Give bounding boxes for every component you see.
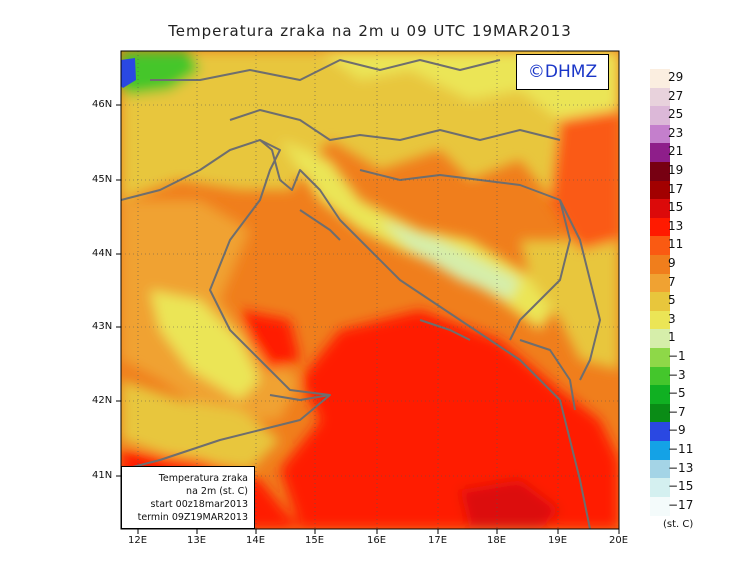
info-line-variable: Temperatura zraka (158, 473, 248, 484)
colorbar-label: 3 (668, 311, 676, 326)
colorbar-label: −13 (668, 460, 694, 475)
colorbar-label: 19 (668, 163, 684, 177)
colorbar-swatch (650, 162, 670, 182)
colorbar-swatch (650, 385, 670, 405)
colorbar-label: −11 (668, 442, 694, 456)
colorbar-swatch (650, 422, 670, 442)
colorbar-label: −7 (668, 404, 686, 419)
colorbar-swatch (650, 69, 670, 89)
colorbar-label: −5 (668, 386, 686, 401)
colorbar-swatch (650, 403, 670, 423)
lon-label-12e: 12E (128, 535, 148, 546)
colorbar-swatch (650, 143, 670, 163)
colorbar-label: −17 (668, 497, 694, 512)
coastline-albania (559, 399, 591, 529)
colorbar-label: 13 (668, 218, 684, 233)
info-line-start: start 00z18mar2013 (150, 499, 248, 510)
colorbar-swatch (650, 329, 670, 349)
zone-east-yellow (520, 240, 619, 370)
colorbar-units: (st. C) (663, 519, 694, 530)
colorbar-label: 25 (668, 107, 684, 122)
colorbar-label: 1 (668, 330, 676, 345)
colorbar-swatch (650, 106, 670, 126)
zone-italy-orange (121, 200, 300, 420)
colorbar-label: 21 (668, 144, 684, 159)
coastline-gargano (269, 394, 331, 401)
colorbar-swatch (650, 180, 670, 200)
map-frame (120, 50, 620, 530)
info-line-units: na 2m (st. C) (186, 486, 248, 497)
zone-dark-red (460, 480, 560, 529)
lon-label-20e: 20E (609, 535, 629, 546)
zone-blue-nw (121, 58, 136, 88)
lon-label-18e: 18E (487, 535, 507, 546)
lat-label-42n: 42N (92, 395, 113, 406)
colorbar-swatch (650, 348, 670, 368)
border-serbia (559, 199, 601, 381)
copyright-badge: ©DHMZ (516, 54, 609, 90)
colorbar-swatch (650, 292, 670, 312)
colorbar-label: −3 (668, 367, 686, 382)
colorbar-swatch (650, 441, 670, 461)
lon-label-15e: 15E (305, 535, 325, 546)
colorbar-label: −9 (668, 423, 686, 438)
border-montenegro (519, 339, 576, 411)
lon-label-16e: 16E (367, 535, 387, 546)
colorbar-swatch (650, 255, 670, 275)
colorbar-label: 29 (668, 70, 684, 84)
colorbar-swatch (650, 199, 670, 219)
zone-north-light (121, 51, 619, 120)
colorbar-label: 11 (668, 237, 684, 252)
colorbar-label: 9 (668, 256, 676, 270)
colorbar-swatch (650, 236, 670, 256)
colorbar-label: 15 (668, 200, 684, 215)
island-1 (299, 209, 341, 241)
lon-label-14e: 14E (246, 535, 266, 546)
colorbar-swatch (650, 366, 670, 386)
lat-label-44n: 44N (92, 248, 113, 259)
colorbar-swatch (650, 478, 670, 498)
island-2 (419, 319, 471, 341)
coastline-italy (121, 139, 331, 471)
coastline-istria (259, 139, 561, 401)
colorbar-label: 23 (668, 125, 684, 140)
info-line-termin: termin 09Z19MAR2013 (137, 512, 248, 523)
lat-label-41n: 41N (92, 470, 113, 481)
colorbar-swatch (650, 496, 670, 516)
zone-sea-red-west (240, 310, 300, 370)
lon-label-13e: 13E (187, 535, 207, 546)
zone-bosnia-pale (380, 220, 520, 300)
lat-label-43n: 43N (92, 321, 113, 332)
zone-green-nw (121, 51, 200, 95)
zone-italy-light (150, 290, 260, 400)
info-box: Temperatura zraka na 2m (st. C) start 00… (121, 466, 255, 529)
zone-italy-south-light (121, 380, 280, 470)
lat-label-45n: 45N (92, 174, 113, 185)
colorbar-swatch (650, 124, 670, 144)
border-austria (150, 59, 501, 81)
colorbar-label: 27 (668, 88, 684, 103)
lon-label-17e: 17E (428, 535, 448, 546)
zone-adriatic-red (280, 310, 619, 529)
colorbar-label: −1 (668, 349, 686, 363)
lon-label-19e: 19E (548, 535, 568, 546)
colorbar-label: −15 (668, 479, 694, 494)
colorbar-swatch (650, 87, 670, 107)
lat-label-46n: 46N (92, 99, 113, 110)
colorbar-label: 7 (668, 274, 676, 289)
colorbar-swatch (650, 217, 670, 237)
colorbar-swatch (650, 273, 670, 293)
colorbar-swatch (650, 310, 670, 330)
border-slovenia (229, 109, 561, 141)
map-title: Temperatura zraka na 2m u 09 UTC 19MAR20… (168, 22, 572, 40)
colorbar-swatch (650, 459, 670, 479)
colorbar-label: 5 (668, 293, 676, 308)
colorbar-label: 17 (668, 181, 684, 196)
